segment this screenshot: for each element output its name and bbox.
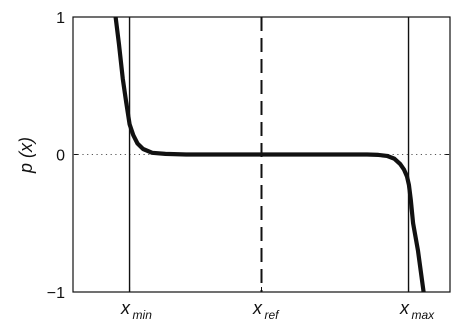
x-tick-subscript: max	[412, 308, 436, 322]
y-tick-label: 1	[56, 10, 65, 27]
x-tick-subscript: min	[133, 308, 153, 322]
y-tick-label: −1	[47, 285, 65, 302]
x-tick-label: x	[120, 298, 131, 318]
series-layer	[113, 17, 426, 292]
y-tick-label: 0	[56, 148, 65, 165]
y-axis-label: p (x)	[16, 137, 36, 174]
tick-labels: 10−1x min x ref x max	[47, 10, 435, 322]
x-tick-label: x	[399, 298, 410, 318]
x-tick-label: x	[252, 298, 263, 318]
series-line	[113, 17, 426, 292]
x-tick-subscript: ref	[265, 308, 281, 322]
